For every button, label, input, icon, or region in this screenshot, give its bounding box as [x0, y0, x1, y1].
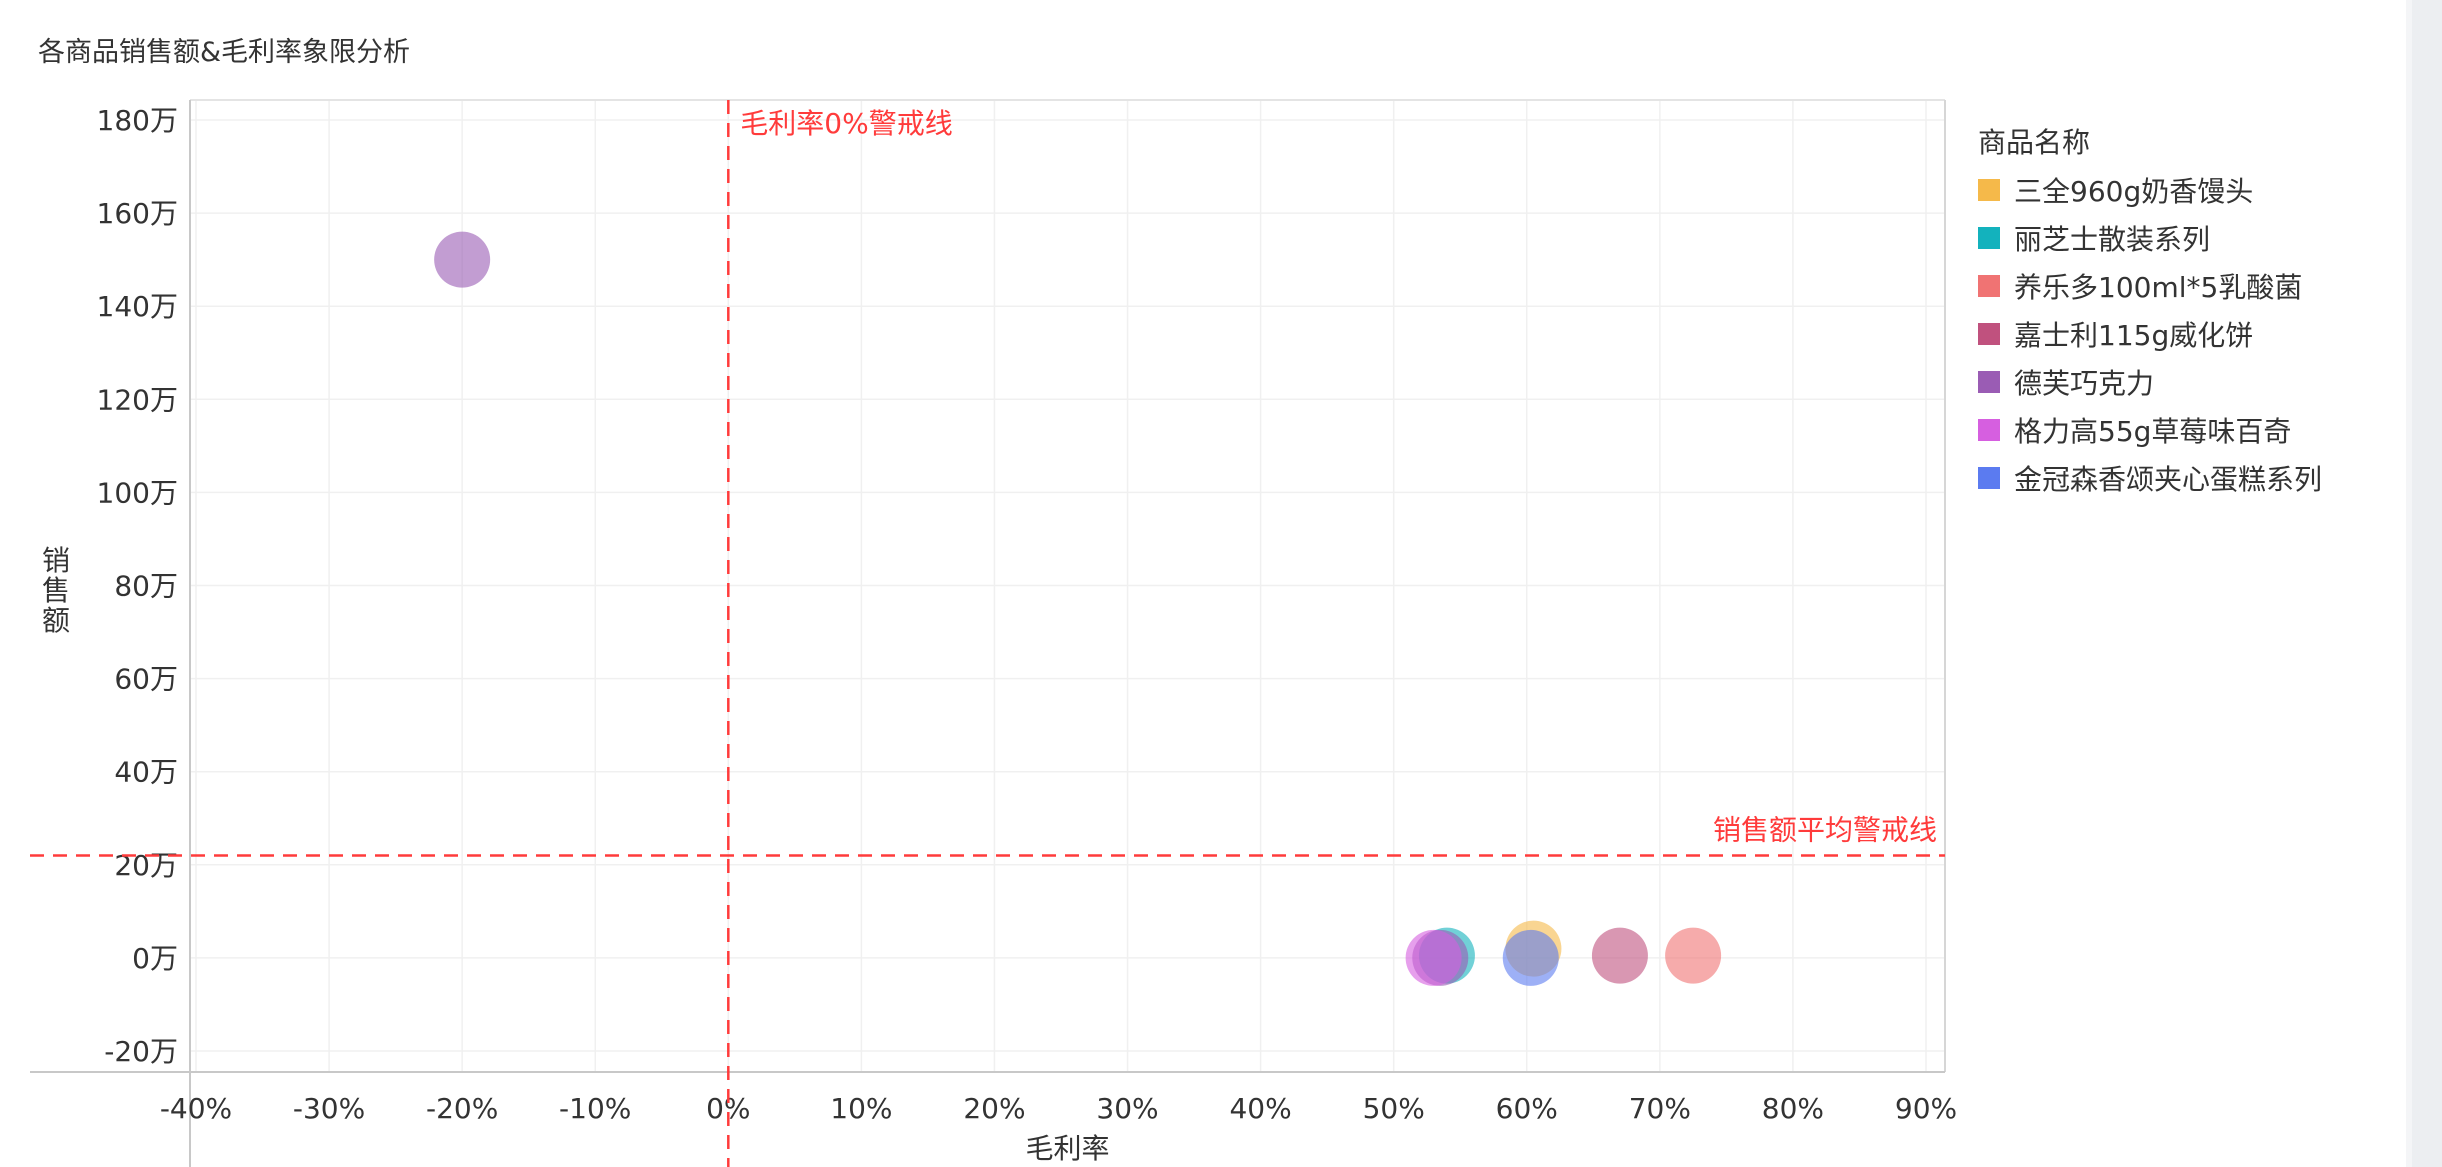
legend-swatch: [1978, 227, 2000, 249]
y-tick-label: 140万: [97, 290, 178, 323]
y-tick-label: 60万: [114, 663, 178, 696]
legend-label: 格力高55g草莓味百奇: [2014, 415, 2292, 448]
legend-label: 德芙巧克力: [2014, 367, 2155, 400]
y-axis-label-char: 售: [42, 574, 70, 607]
x-tick-label: -20%: [426, 1092, 498, 1125]
legend: 商品名称 三全960g奶香馒头 丽芝士散装系列养乐多100ml*5乳酸菌 嘉士利11…: [1978, 120, 2398, 502]
legend-item[interactable]: 金冠森香颂夹心蛋糕系列: [1978, 454, 2398, 502]
data-point[interactable]: [1591, 927, 1648, 984]
legend-items: 三全960g奶香馒头 丽芝士散装系列养乐多100ml*5乳酸菌 嘉士利115g威化饼…: [1978, 166, 2398, 502]
y-tick-label: 180万: [97, 104, 178, 137]
legend-item[interactable]: 格力高55g草莓味百奇: [1978, 406, 2398, 454]
legend-swatch: [1978, 419, 2000, 441]
legend-item[interactable]: 三全960g奶香馒头: [1978, 166, 2398, 214]
x-tick-label: -40%: [160, 1092, 232, 1125]
x-tick-label: 30%: [1096, 1092, 1158, 1125]
x-tick-label: 40%: [1229, 1092, 1291, 1125]
x-tick-label: -30%: [293, 1092, 365, 1125]
x-tick-label: 50%: [1363, 1092, 1425, 1125]
legend-label: 嘉士利115g威化饼: [2014, 319, 2254, 352]
x-tick-label: 60%: [1496, 1092, 1558, 1125]
data-point[interactable]: [434, 231, 491, 288]
legend-swatch: [1978, 179, 2000, 201]
legend-item[interactable]: 养乐多100ml*5乳酸菌: [1978, 262, 2398, 310]
reference-line-y-label: 销售额平均警戒线: [1713, 813, 1937, 846]
y-tick-label: 0万: [132, 942, 178, 975]
y-tick-label: 160万: [97, 197, 178, 230]
legend-swatch: [1978, 371, 2000, 393]
y-tick-label: 20万: [114, 849, 178, 882]
chart-title: 各商品销售额&毛利率象限分析: [38, 37, 411, 68]
data-point[interactable]: [1405, 929, 1462, 986]
vertical-scrollbar[interactable]: [2412, 0, 2442, 1167]
data-point[interactable]: [1665, 927, 1722, 984]
x-tick-label: 80%: [1762, 1092, 1824, 1125]
x-tick-label: 20%: [963, 1092, 1025, 1125]
x-tick-label: 10%: [830, 1092, 892, 1125]
x-tick-label: -10%: [559, 1092, 631, 1125]
y-tick-label: 100万: [97, 476, 178, 509]
x-axis-label: 毛利率: [1025, 1132, 1109, 1165]
y-tick-label: 120万: [97, 383, 178, 416]
legend-label: 丽芝士散装系列: [2014, 223, 2211, 256]
reference-line-x-label: 毛利率0%警戒线: [740, 107, 952, 140]
y-tick-label: 40万: [114, 756, 178, 789]
legend-item[interactable]: 嘉士利115g威化饼: [1978, 310, 2398, 358]
legend-label: 金冠森香颂夹心蛋糕系列: [2014, 463, 2323, 496]
x-tick-label: 70%: [1629, 1092, 1691, 1125]
legend-swatch: [1978, 323, 2000, 345]
legend-swatch: [1978, 467, 2000, 489]
y-tick-label: 80万: [114, 570, 178, 603]
x-tick-label: 90%: [1895, 1092, 1957, 1125]
legend-item[interactable]: 丽芝士散装系列: [1978, 214, 2398, 262]
legend-title: 商品名称: [1978, 126, 2091, 159]
legend-item[interactable]: 德芙巧克力: [1978, 358, 2398, 406]
legend-label: 三全960g奶香馒头: [2014, 175, 2254, 208]
y-axis-label-char: 额: [42, 604, 70, 637]
y-tick-label: -20万: [104, 1035, 178, 1068]
legend-label: 养乐多100ml*5乳酸菌: [2014, 271, 2303, 304]
data-point[interactable]: [1502, 929, 1559, 986]
y-axis-label-char: 销: [42, 544, 70, 577]
legend-swatch: [1978, 275, 2000, 297]
